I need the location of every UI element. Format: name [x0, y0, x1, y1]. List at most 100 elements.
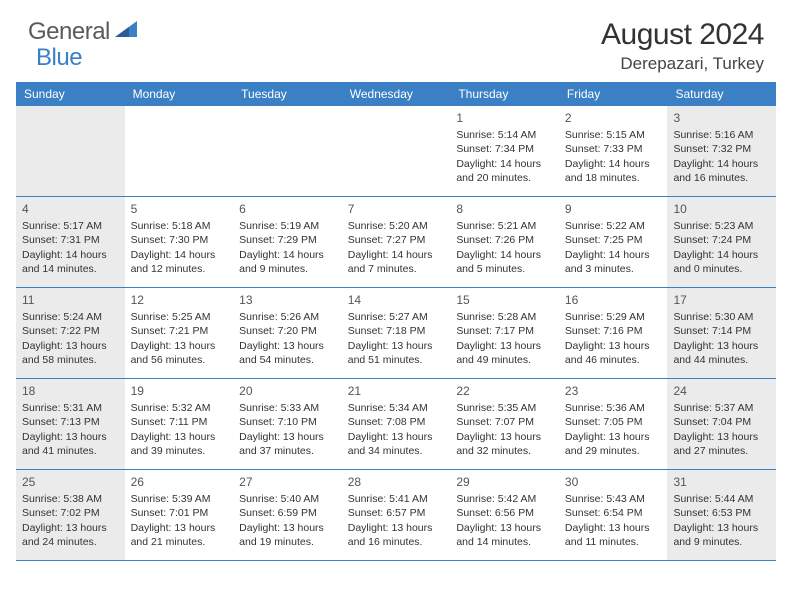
day-cell: 11Sunrise: 5:24 AMSunset: 7:22 PMDayligh…: [16, 288, 125, 378]
day-info-line: Sunrise: 5:20 AM: [348, 219, 445, 233]
day-number: 9: [565, 201, 662, 217]
day-cell: 24Sunrise: 5:37 AMSunset: 7:04 PMDayligh…: [667, 379, 776, 469]
day-number: 23: [565, 383, 662, 399]
day-info-line: and 11 minutes.: [565, 535, 662, 549]
day-info-line: Sunrise: 5:23 AM: [673, 219, 770, 233]
day-number: 7: [348, 201, 445, 217]
day-cell: 7Sunrise: 5:20 AMSunset: 7:27 PMDaylight…: [342, 197, 451, 287]
day-info-line: Sunrise: 5:38 AM: [22, 492, 119, 506]
day-header-cell: Saturday: [667, 82, 776, 106]
day-info-line: Sunset: 7:30 PM: [131, 233, 228, 247]
day-info-line: Sunrise: 5:31 AM: [22, 401, 119, 415]
day-info-line: Sunset: 7:01 PM: [131, 506, 228, 520]
day-info-line: Sunset: 7:26 PM: [456, 233, 553, 247]
day-info-line: Sunset: 7:20 PM: [239, 324, 336, 338]
week-row: 4Sunrise: 5:17 AMSunset: 7:31 PMDaylight…: [16, 197, 776, 288]
day-cell: 19Sunrise: 5:32 AMSunset: 7:11 PMDayligh…: [125, 379, 234, 469]
day-info-line: Sunrise: 5:28 AM: [456, 310, 553, 324]
day-info-line: Sunset: 7:18 PM: [348, 324, 445, 338]
day-info-line: Sunset: 7:31 PM: [22, 233, 119, 247]
day-info-line: and 3 minutes.: [565, 262, 662, 276]
day-info-line: Sunrise: 5:15 AM: [565, 128, 662, 142]
day-info-line: Sunrise: 5:41 AM: [348, 492, 445, 506]
day-info-line: and 27 minutes.: [673, 444, 770, 458]
day-info-line: Daylight: 13 hours: [131, 430, 228, 444]
day-cell: 29Sunrise: 5:42 AMSunset: 6:56 PMDayligh…: [450, 470, 559, 560]
day-info-line: Daylight: 14 hours: [348, 248, 445, 262]
day-cell: [233, 106, 342, 196]
day-info-line: Sunset: 7:13 PM: [22, 415, 119, 429]
day-info-line: Sunrise: 5:39 AM: [131, 492, 228, 506]
day-info-line: Sunrise: 5:44 AM: [673, 492, 770, 506]
day-info-line: Sunrise: 5:16 AM: [673, 128, 770, 142]
day-number: 14: [348, 292, 445, 308]
day-info-line: and 19 minutes.: [239, 535, 336, 549]
day-info-line: Daylight: 14 hours: [456, 157, 553, 171]
day-cell: 16Sunrise: 5:29 AMSunset: 7:16 PMDayligh…: [559, 288, 668, 378]
day-info-line: and 46 minutes.: [565, 353, 662, 367]
day-info-line: Sunrise: 5:29 AM: [565, 310, 662, 324]
day-cell: 5Sunrise: 5:18 AMSunset: 7:30 PMDaylight…: [125, 197, 234, 287]
day-info-line: and 56 minutes.: [131, 353, 228, 367]
day-number: 13: [239, 292, 336, 308]
day-cell: 22Sunrise: 5:35 AMSunset: 7:07 PMDayligh…: [450, 379, 559, 469]
day-cell: 18Sunrise: 5:31 AMSunset: 7:13 PMDayligh…: [16, 379, 125, 469]
day-info-line: and 21 minutes.: [131, 535, 228, 549]
day-info-line: Daylight: 14 hours: [239, 248, 336, 262]
day-info-line: and 7 minutes.: [348, 262, 445, 276]
logo-text-gray: General: [28, 18, 110, 46]
day-cell: 25Sunrise: 5:38 AMSunset: 7:02 PMDayligh…: [16, 470, 125, 560]
day-info-line: and 16 minutes.: [673, 171, 770, 185]
title-block: August 2024 Derepazari, Turkey: [601, 18, 764, 74]
day-info-line: Sunrise: 5:36 AM: [565, 401, 662, 415]
day-info-line: Sunset: 6:56 PM: [456, 506, 553, 520]
day-info-line: Sunrise: 5:21 AM: [456, 219, 553, 233]
logo-triangle-icon: [115, 21, 137, 44]
day-info-line: Sunrise: 5:42 AM: [456, 492, 553, 506]
day-header-row: SundayMondayTuesdayWednesdayThursdayFrid…: [16, 82, 776, 106]
day-info-line: Sunset: 7:10 PM: [239, 415, 336, 429]
day-info-line: and 54 minutes.: [239, 353, 336, 367]
day-info-line: Daylight: 14 hours: [456, 248, 553, 262]
week-row: 25Sunrise: 5:38 AMSunset: 7:02 PMDayligh…: [16, 470, 776, 561]
day-info-line: Sunset: 7:14 PM: [673, 324, 770, 338]
day-cell: 3Sunrise: 5:16 AMSunset: 7:32 PMDaylight…: [667, 106, 776, 196]
day-number: 19: [131, 383, 228, 399]
day-info-line: and 32 minutes.: [456, 444, 553, 458]
day-cell: 15Sunrise: 5:28 AMSunset: 7:17 PMDayligh…: [450, 288, 559, 378]
day-info-line: and 37 minutes.: [239, 444, 336, 458]
day-info-line: Sunset: 6:53 PM: [673, 506, 770, 520]
day-info-line: Sunset: 7:08 PM: [348, 415, 445, 429]
day-info-line: Daylight: 13 hours: [131, 339, 228, 353]
day-cell: 2Sunrise: 5:15 AMSunset: 7:33 PMDaylight…: [559, 106, 668, 196]
day-cell: 6Sunrise: 5:19 AMSunset: 7:29 PMDaylight…: [233, 197, 342, 287]
day-cell: 30Sunrise: 5:43 AMSunset: 6:54 PMDayligh…: [559, 470, 668, 560]
day-number: 8: [456, 201, 553, 217]
day-info-line: Sunset: 7:07 PM: [456, 415, 553, 429]
day-info-line: Sunset: 7:34 PM: [456, 142, 553, 156]
day-number: 31: [673, 474, 770, 490]
day-info-line: Daylight: 13 hours: [456, 521, 553, 535]
day-number: 24: [673, 383, 770, 399]
day-info-line: and 34 minutes.: [348, 444, 445, 458]
logo-text-blue: Blue: [36, 44, 82, 72]
day-info-line: Sunset: 7:16 PM: [565, 324, 662, 338]
day-info-line: and 14 minutes.: [456, 535, 553, 549]
day-info-line: Sunrise: 5:19 AM: [239, 219, 336, 233]
day-info-line: Daylight: 13 hours: [239, 339, 336, 353]
day-info-line: Daylight: 14 hours: [565, 248, 662, 262]
week-row: 18Sunrise: 5:31 AMSunset: 7:13 PMDayligh…: [16, 379, 776, 470]
day-info-line: Sunset: 7:02 PM: [22, 506, 119, 520]
day-cell: 10Sunrise: 5:23 AMSunset: 7:24 PMDayligh…: [667, 197, 776, 287]
day-number: 30: [565, 474, 662, 490]
day-cell: [16, 106, 125, 196]
day-info-line: Sunset: 7:04 PM: [673, 415, 770, 429]
day-info-line: Sunrise: 5:14 AM: [456, 128, 553, 142]
day-info-line: Sunrise: 5:27 AM: [348, 310, 445, 324]
day-info-line: and 14 minutes.: [22, 262, 119, 276]
day-cell: 21Sunrise: 5:34 AMSunset: 7:08 PMDayligh…: [342, 379, 451, 469]
day-info-line: Sunset: 7:05 PM: [565, 415, 662, 429]
day-cell: 28Sunrise: 5:41 AMSunset: 6:57 PMDayligh…: [342, 470, 451, 560]
day-number: 1: [456, 110, 553, 126]
day-cell: 31Sunrise: 5:44 AMSunset: 6:53 PMDayligh…: [667, 470, 776, 560]
